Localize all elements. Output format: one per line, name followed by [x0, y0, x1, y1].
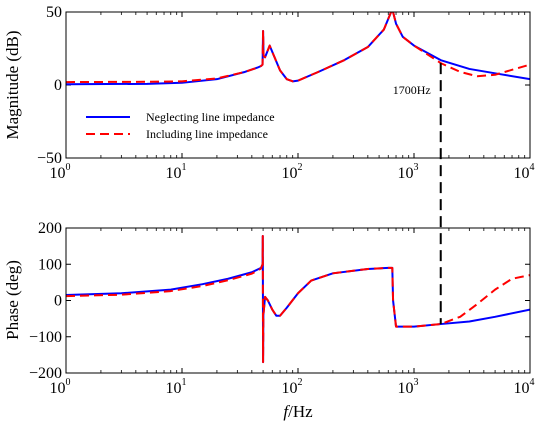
x-tick-label: 102 [282, 377, 303, 397]
y-axis-label: Phase (deg) [3, 260, 22, 340]
y-tick-label: 100 [38, 256, 62, 273]
x-tick-label: 100 [50, 377, 71, 397]
axes-frame [65, 11, 531, 159]
axes-frame [65, 227, 531, 374]
x-tick-label: 100 [50, 162, 71, 182]
y-tick-label: −200 [29, 365, 62, 382]
y-tick-label: 0 [54, 293, 62, 310]
y-tick-label: 50 [46, 4, 62, 21]
y-tick-label: −100 [29, 329, 62, 346]
x-tick-label: 101 [166, 377, 187, 397]
series-line-including-line-impedance [66, 12, 530, 84]
x-tick-label: 104 [514, 162, 535, 182]
legend: Neglecting line impedance Including line … [86, 110, 275, 141]
y-axis-label: Magnitude (dB) [3, 30, 22, 139]
series-line-including-line-impedance [66, 234, 530, 364]
y-tick-label: 200 [38, 220, 62, 237]
x-tick-label: 103 [398, 162, 419, 182]
magnitude-panel: 100 101 102 103 104 50 0 −50 Magnitude (dB) 1700H… [3, 4, 535, 182]
series-line-neglecting-line-impedance [66, 234, 530, 364]
legend-label: Neglecting line impedance [146, 110, 275, 124]
legend-label: Including line impedance [146, 127, 268, 141]
x-tick-label: 102 [282, 162, 303, 182]
x-tick-label: 104 [514, 377, 535, 397]
y-tick-label: 0 [54, 77, 62, 94]
x-tick-label: 103 [398, 377, 419, 397]
annotation-1700hz: 1700Hz [393, 83, 431, 97]
phase-panel: 100 101 102 103 104 200 100 0 −100 −200 Phase (deg… [3, 220, 535, 421]
x-tick-label: 101 [166, 162, 187, 182]
y-tick-label: −50 [37, 150, 62, 167]
x-axis-label: f/Hz [283, 402, 313, 421]
